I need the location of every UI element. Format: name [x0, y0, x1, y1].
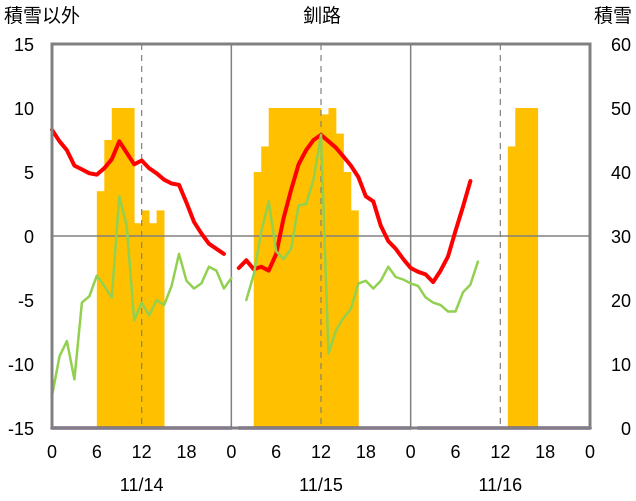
- green-series-line: [50, 195, 233, 398]
- snow-depth-bar: [298, 108, 307, 428]
- snow-depth-bar: [268, 108, 277, 428]
- hour-tick-label: 12: [490, 442, 510, 462]
- right-tick-label: 40: [611, 163, 631, 183]
- snow-depth-bar: [141, 210, 150, 428]
- hour-tick-label: 6: [92, 442, 102, 462]
- hour-tick-label: 0: [585, 442, 595, 462]
- snow-depth-bar: [283, 108, 292, 428]
- snow-depth-bar: [291, 108, 299, 428]
- hour-tick-label: 12: [311, 442, 331, 462]
- snow-depth-bar: [104, 140, 113, 428]
- temperature-line: [50, 127, 226, 256]
- left-tick-label: 0: [24, 227, 34, 247]
- snow-depth-bar: [96, 191, 105, 428]
- snow-depth-bar: [328, 108, 337, 428]
- day-label: 11/14: [120, 475, 164, 495]
- left-tick-label: 15: [14, 35, 34, 55]
- snow-depth-bar: [507, 146, 516, 428]
- snow-depth-bar: [313, 108, 322, 428]
- left-tick-label: -10: [8, 355, 34, 375]
- right-tick-label: 0: [621, 419, 631, 439]
- snow-depth-bar: [253, 172, 262, 428]
- green-series-line: [245, 133, 480, 356]
- snow-depth-bar: [343, 172, 352, 428]
- grid-lines: [52, 44, 590, 428]
- hour-tick-label: 0: [226, 442, 236, 462]
- snow-depth-bar: [261, 146, 270, 428]
- left-axis-title: 積雪以外: [4, 5, 80, 27]
- snow-depth-bar: [156, 210, 165, 428]
- chart-title: 釧路: [303, 5, 341, 27]
- right-axis-title: 積雪: [594, 5, 632, 27]
- snow-depth-bar: [530, 108, 539, 428]
- left-tick-label: -15: [8, 419, 34, 439]
- snow-depth-bar: [515, 108, 524, 428]
- hour-tick-label: 18: [535, 442, 555, 462]
- right-tick-label: 20: [611, 291, 631, 311]
- hour-tick-label: 18: [356, 442, 376, 462]
- left-tick-label: 5: [24, 163, 34, 183]
- right-tick-label: 30: [611, 227, 631, 247]
- hour-tick-label: 0: [406, 442, 416, 462]
- snow-depth-bar: [149, 223, 158, 428]
- day-label: 11/15: [299, 475, 343, 495]
- left-tick-label: 10: [14, 99, 34, 119]
- snow-depth-bar: [119, 108, 128, 428]
- right-tick-label: 10: [611, 355, 631, 375]
- snow-depth-bar: [306, 108, 314, 428]
- right-tick-label: 60: [611, 35, 631, 55]
- left-tick-label: -5: [18, 291, 34, 311]
- hour-tick-label: 18: [176, 442, 196, 462]
- right-tick-label: 50: [611, 99, 631, 119]
- hour-tick-label: 12: [132, 442, 152, 462]
- hour-tick-label: 6: [450, 442, 460, 462]
- snow-depth-bar: [335, 133, 344, 428]
- snow-depth-bar: [522, 108, 531, 428]
- plot-frame: [50, 42, 592, 430]
- snow-depth-bar: [276, 108, 285, 428]
- hour-tick-label: 0: [47, 442, 57, 462]
- day-label: 11/16: [478, 475, 522, 495]
- temperature-line: [236, 132, 473, 285]
- snow-depth-bar: [111, 108, 120, 428]
- hour-tick-label: 6: [271, 442, 281, 462]
- snow-depth-bar: [350, 210, 359, 428]
- snow-depth-bar: [134, 223, 143, 428]
